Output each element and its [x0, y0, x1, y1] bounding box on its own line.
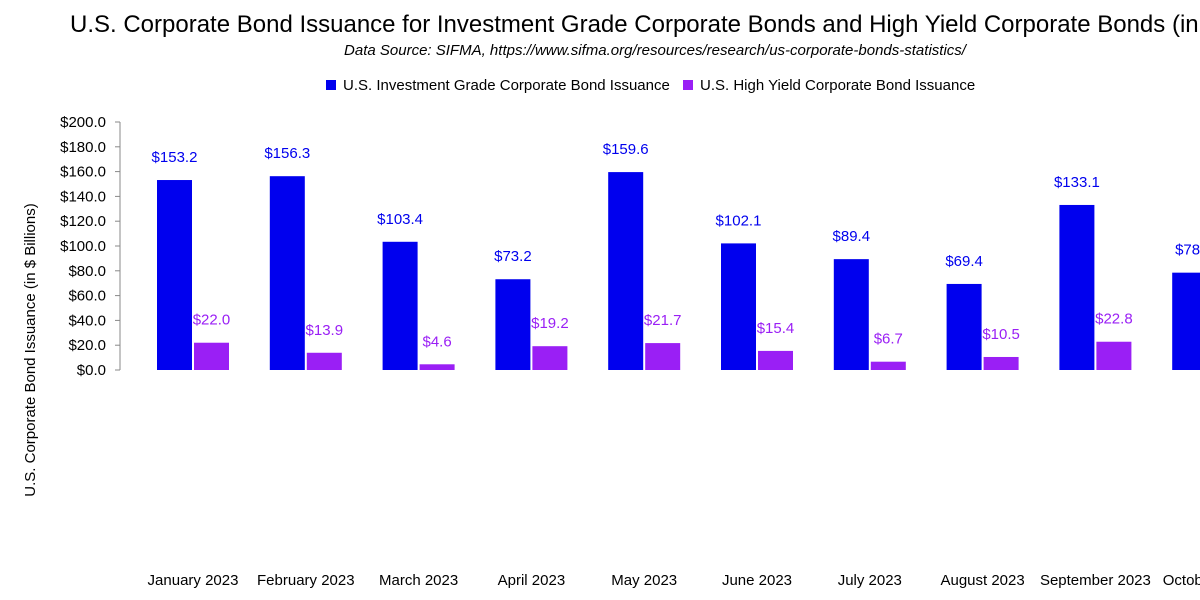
- bar: [608, 172, 644, 370]
- x-tick-label: October 2023: [1163, 572, 1200, 589]
- data-label: $73.2: [494, 248, 532, 265]
- bar: [306, 352, 342, 370]
- data-label: $69.4: [945, 253, 983, 270]
- data-label: $159.6: [603, 141, 649, 158]
- bar: [983, 356, 1019, 370]
- bar: [1172, 272, 1200, 370]
- data-label: $103.4: [377, 211, 423, 228]
- bar: [870, 361, 906, 370]
- chart-legend: U.S. Investment Grade Corporate Bond Iss…: [326, 77, 975, 94]
- bar: [157, 180, 192, 370]
- x-tick-label: June 2023: [722, 572, 792, 589]
- y-tick-label: $140.0: [60, 188, 106, 205]
- chart-title: U.S. Corporate Bond Issuance for Investm…: [70, 11, 1200, 38]
- x-tick-label: August 2023: [940, 572, 1024, 589]
- legend-label: U.S. High Yield Corporate Bond Issuance: [700, 77, 975, 94]
- x-tick-label: May 2023: [611, 572, 677, 589]
- data-label: $102.1: [716, 212, 762, 229]
- bar: [269, 176, 305, 370]
- y-tick-label: $180.0: [60, 139, 106, 156]
- bar: [382, 241, 418, 370]
- bar: [645, 343, 681, 370]
- data-label: $6.7: [874, 331, 903, 348]
- bar: [419, 364, 455, 370]
- y-axis-title: U.S. Corporate Bond Issuance (in $ Billi…: [22, 203, 39, 496]
- bar: [833, 259, 869, 370]
- x-tick-label: September 2023: [1040, 572, 1151, 589]
- bar: [1096, 341, 1132, 370]
- data-label: $13.9: [306, 322, 344, 339]
- y-tick-label: $160.0: [60, 164, 106, 181]
- y-axis: $0.0 $20.0 $40.0 $60.0 $80.0 $100.0 $120.0 $140…: [60, 114, 121, 379]
- bar: [194, 342, 229, 370]
- y-tick-label: $120.0: [60, 213, 106, 230]
- data-label: $22.0: [193, 312, 231, 329]
- x-tick-label: March 2023: [379, 572, 458, 589]
- bar: [721, 243, 756, 370]
- data-label: $22.8: [1095, 311, 1133, 328]
- y-tick-label: $80.0: [68, 263, 106, 280]
- data-label: $156.3: [264, 145, 310, 162]
- y-tick-label: $60.0: [68, 288, 106, 305]
- data-label: $78.: [1175, 242, 1200, 259]
- y-tick-label: $20.0: [68, 337, 106, 354]
- x-tick-label: February 2023: [257, 572, 355, 589]
- x-tick-label: July 2023: [838, 572, 902, 589]
- data-label: $10.5: [982, 326, 1020, 343]
- data-label: $153.2: [152, 149, 198, 166]
- data-label: $15.4: [757, 320, 795, 337]
- bar: [495, 279, 531, 370]
- data-label: $89.4: [833, 228, 871, 245]
- bar: [758, 350, 793, 370]
- legend-swatch: [326, 80, 336, 90]
- x-tick-label: April 2023: [498, 572, 566, 589]
- legend-label: U.S. Investment Grade Corporate Bond Iss…: [343, 77, 670, 94]
- data-label: $4.6: [422, 333, 451, 350]
- bar: [1059, 204, 1095, 370]
- data-label: $21.7: [644, 312, 682, 329]
- x-tick-label: January 2023: [148, 572, 239, 589]
- chart-subtitle: Data Source: SIFMA, https://www.sifma.or…: [344, 42, 968, 59]
- x-axis-labels: January 2023 February 2023 March 2023 April…: [148, 572, 1200, 589]
- y-tick-label: $100.0: [60, 238, 106, 255]
- bar: [532, 346, 568, 370]
- y-tick-label: $40.0: [68, 312, 106, 329]
- bar: [946, 283, 982, 370]
- data-label: $133.1: [1054, 174, 1100, 191]
- data-label: $19.2: [531, 315, 569, 332]
- y-tick-label: $200.0: [60, 114, 106, 131]
- bars-group: $153.2 $22.0 $156.3 $13.9 $103.4 $4.6 $73.2 $19…: [152, 141, 1200, 370]
- legend-swatch: [683, 80, 693, 90]
- y-tick-label: $0.0: [77, 362, 106, 379]
